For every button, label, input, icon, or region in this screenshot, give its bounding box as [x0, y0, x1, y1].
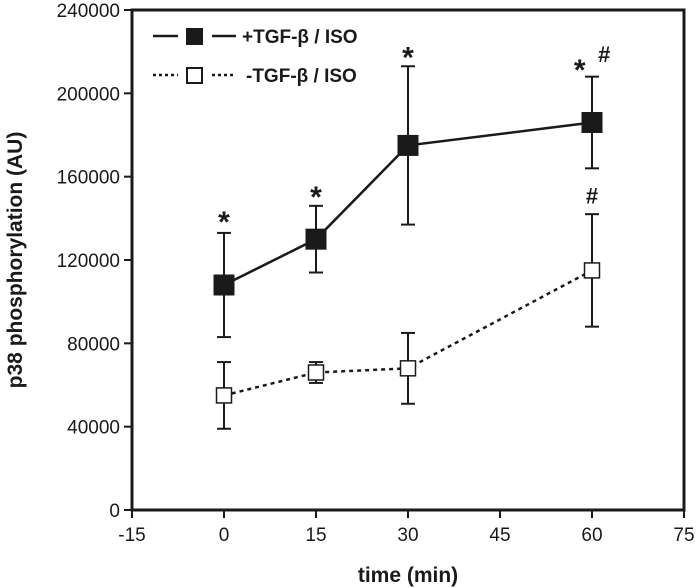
- y-tick-label: 240000: [57, 1, 120, 22]
- x-axis: -15 0 15 30 45 60 75: [118, 510, 695, 546]
- significance-annotations: * * * * # #: [218, 42, 610, 240]
- y-axis: 0 40000 80000 120000 160000 200000 240000: [57, 1, 132, 522]
- x-tick-label: 15: [305, 525, 326, 546]
- legend-marker-filled: [186, 28, 203, 45]
- y-tick-label: 160000: [57, 168, 120, 189]
- legend-marker-open: [186, 67, 203, 84]
- data-point-filled: [581, 112, 603, 133]
- y-tick-label: 0: [109, 501, 120, 522]
- legend-label-plus-tgf: +TGF-β / ISO: [242, 27, 358, 48]
- y-axis-title: p38 phosphorylation (AU): [4, 132, 27, 389]
- x-tick-label: 45: [489, 525, 510, 546]
- x-tick-label: 30: [397, 525, 418, 546]
- series-lines: [223, 121, 593, 397]
- significance-star: *: [402, 42, 414, 75]
- data-point-open: [307, 364, 325, 381]
- data-point-filled: [213, 274, 235, 296]
- data-point-open: [399, 360, 417, 377]
- significance-star: *: [310, 181, 322, 214]
- legend: +TGF-β / ISO -TGF-β / ISO: [153, 27, 358, 87]
- significance-hash: #: [598, 42, 610, 67]
- x-axis-title: time (min): [358, 564, 458, 587]
- data-point-open: [215, 387, 233, 404]
- y-tick-label: 40000: [67, 418, 120, 439]
- data-point-open: [583, 262, 601, 279]
- series-markers: [213, 112, 603, 404]
- x-tick-label: 75: [673, 525, 694, 546]
- data-point-filled: [305, 228, 327, 250]
- significance-star: *: [218, 206, 230, 239]
- legend-label-minus-tgf: -TGF-β / ISO: [246, 66, 357, 87]
- series-line-1: [223, 269, 593, 397]
- y-tick-label: 120000: [57, 251, 120, 272]
- y-tick-label: 200000: [57, 84, 120, 105]
- significance-hash: #: [586, 183, 598, 208]
- y-tick-label: 80000: [67, 334, 120, 355]
- x-tick-label: 60: [581, 525, 602, 546]
- series-line-0: [223, 121, 593, 287]
- data-point-filled: [397, 134, 419, 156]
- x-tick-label: 0: [219, 525, 230, 546]
- significance-star: *: [574, 54, 586, 87]
- x-tick-label: -15: [118, 525, 145, 546]
